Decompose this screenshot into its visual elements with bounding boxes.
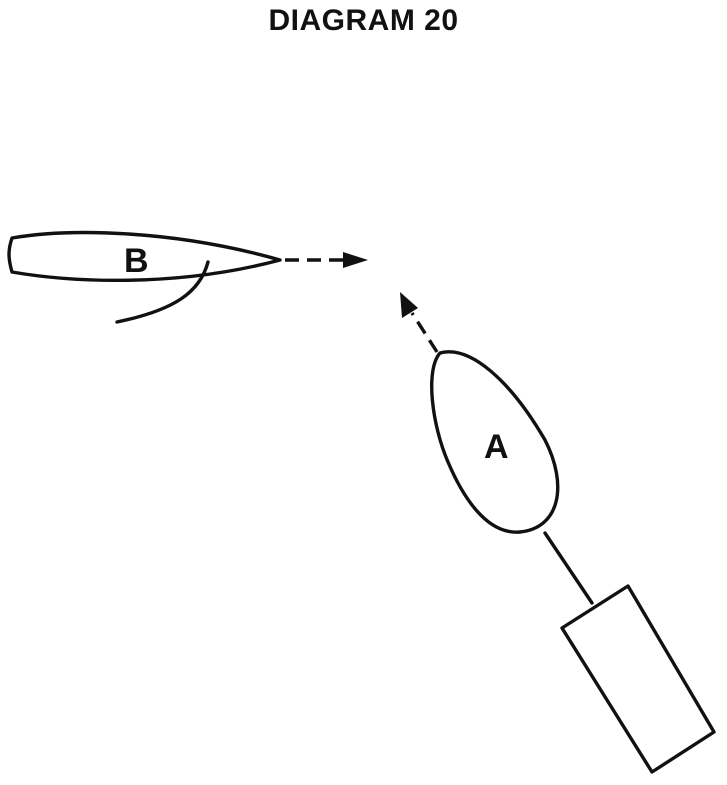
boat-a-tow-line: [543, 531, 594, 605]
boat-a-arrowhead: [400, 292, 418, 318]
boat-b-hull: [7, 230, 282, 283]
boat-b-label: B: [124, 242, 149, 280]
diagram-title: DIAGRAM 20: [268, 4, 459, 37]
boat-b-sheet-line: [115, 260, 210, 324]
boat-a-course-arrow: [400, 292, 439, 353]
boat-a: A: [430, 350, 716, 774]
boat-a-towed-object: [560, 584, 716, 774]
boat-b-arrowhead: [343, 252, 368, 268]
boat-a-hull: [430, 350, 560, 534]
boat-b: B: [7, 230, 282, 324]
boat-a-course-dash: [410, 312, 439, 353]
boat-b-course-arrow: [285, 252, 368, 268]
boat-a-label: A: [484, 428, 509, 466]
